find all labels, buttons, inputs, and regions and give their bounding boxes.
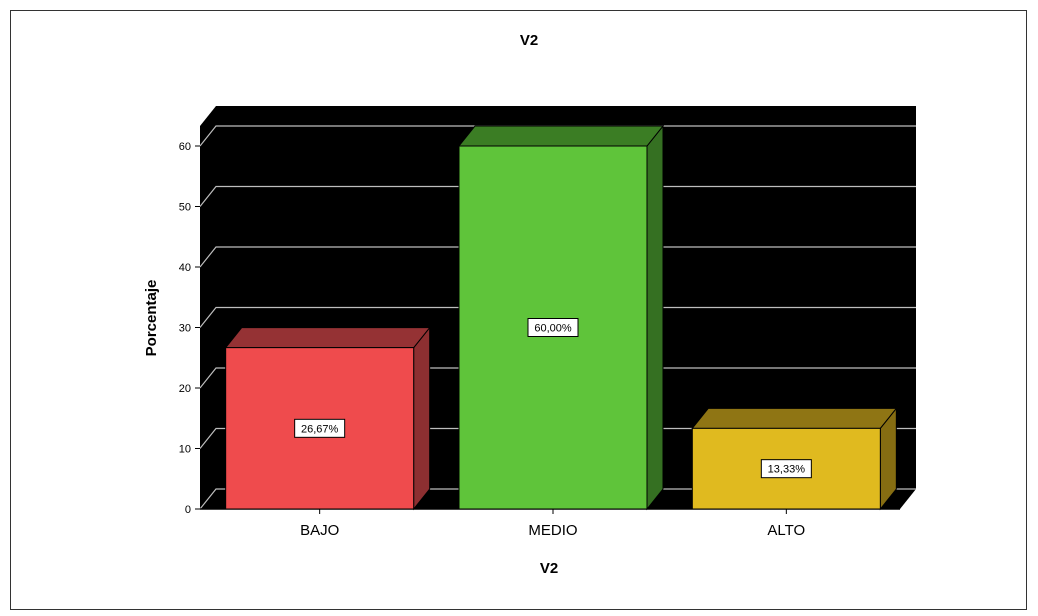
bars: 26,67% 60,00% 13,33% [224,124,898,511]
data-label-0: 26,67% [301,423,339,435]
data-label-box-2 [760,459,812,479]
y-tick-label-0: 0 [185,504,191,516]
x-tick-label-2: ALTO [767,522,805,539]
y-tick-label-2: 20 [179,383,191,395]
gridline-2 [199,367,916,389]
y-tick-label-5: 50 [179,202,191,214]
y-axis-ticks: 0 10 20 30 40 50 60 [179,141,200,516]
chart-title: V2 [520,32,538,49]
bar-medio: 60,00% [457,124,665,511]
gridline-5 [199,185,916,207]
y-axis-title: Porcentaje [143,280,160,357]
bar-top [457,125,665,147]
y-tick-label-1: 10 [179,444,191,456]
y-tick-label-4: 40 [179,262,191,274]
bar-side [413,326,431,511]
y-tick-label-6: 60 [179,141,191,153]
x-tick-label-0: BAJO [300,522,339,539]
gridline-6 [199,125,916,147]
gridline-0 [199,488,916,510]
data-label-box-0 [294,418,346,438]
y-tick-label-3: 30 [179,323,191,335]
bar-side [646,124,664,511]
data-label-box-1 [527,318,579,337]
bar-top [224,327,431,349]
bar-bajo: 26,67% [224,326,431,511]
bar-alto: 13,33% [691,406,898,511]
x-axis-title: V2 [540,560,558,577]
gridline-3 [199,306,916,328]
x-tick-label-1: MEDIO [528,522,577,539]
data-label-1: 60,00% [534,323,572,335]
gridline-1 [199,427,916,449]
gridline-4 [199,246,916,268]
data-label-2: 13,33% [768,464,806,476]
bar-top [691,407,898,429]
x-axis-categories: BAJO MEDIO ALTO [300,509,805,539]
